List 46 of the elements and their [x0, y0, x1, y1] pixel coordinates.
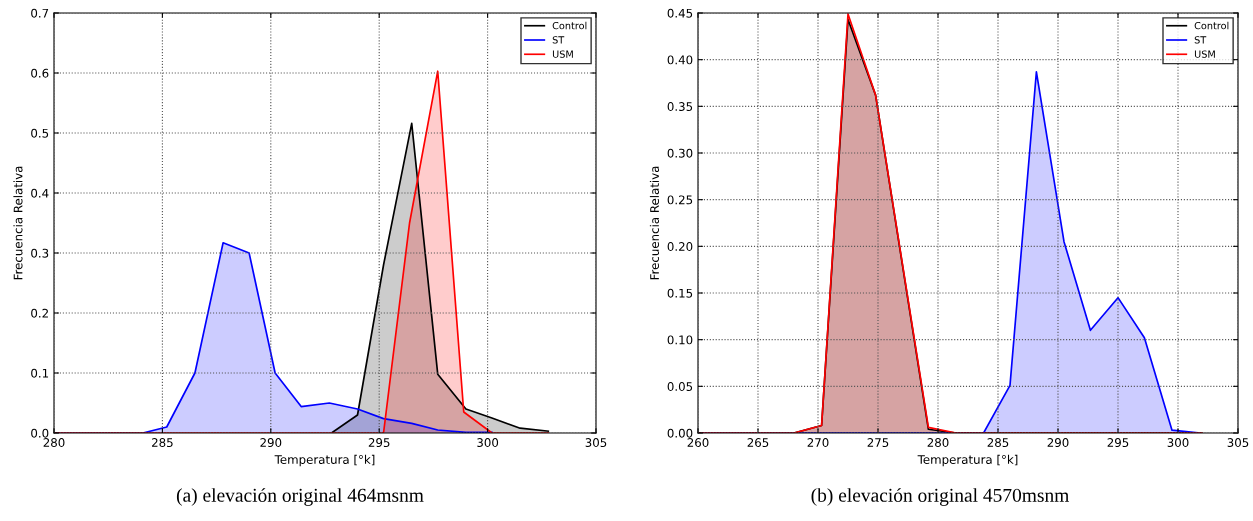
- y-tick-label: 0.45: [667, 8, 693, 18]
- y-tick-label: 0.2: [31, 308, 48, 318]
- x-tick-label: 290: [1047, 438, 1069, 447]
- y-tick-label: 0.4: [31, 188, 49, 198]
- x-tick-label: 285: [152, 438, 173, 447]
- legend-label: USM: [552, 50, 573, 58]
- x-tick-label: 260: [687, 438, 709, 447]
- y-tick-label: 0.6: [31, 68, 49, 78]
- y-tick-label: 0.00: [667, 428, 693, 438]
- x-tick-label: 290: [260, 438, 282, 447]
- x-tick-label: 280: [927, 438, 949, 447]
- y-tick-label: 0.7: [31, 8, 49, 18]
- y-tick-label: 0.3: [31, 248, 49, 258]
- legend-label: Control: [1194, 21, 1229, 30]
- y-tick-label: 0.05: [667, 382, 693, 391]
- x-tick-label: 280: [43, 438, 65, 447]
- x-tick-label: 305: [585, 438, 607, 447]
- x-tick-label: 270: [807, 438, 829, 447]
- y-tick-label: 0.15: [667, 288, 693, 298]
- y-axis-title: Frecuencia Relativa: [649, 166, 660, 280]
- y-tick-label: 0.5: [31, 128, 49, 138]
- x-tick-label: 300: [477, 438, 499, 447]
- x-tick-label: 265: [747, 438, 769, 447]
- y-tick-label: 0.10: [667, 335, 693, 345]
- x-tick-label: 300: [1167, 438, 1189, 447]
- x-axis-title: Temperatura [°k]: [917, 454, 1018, 467]
- y-tick-label: 0.0: [31, 428, 49, 438]
- legend-label: ST: [552, 36, 565, 44]
- y-tick-label: 0.40: [667, 55, 693, 65]
- legend-label: ST: [1194, 36, 1207, 44]
- text: (a) elevación original 464msnm: [176, 488, 424, 506]
- y-tick-label: 0.25: [667, 195, 693, 205]
- x-tick-label: 295: [1107, 438, 1129, 447]
- y-tick-label: 0.20: [667, 242, 693, 251]
- x-axis-title: Temperatura [°k]: [274, 454, 375, 467]
- text: (b) elevación original 4570msnm: [811, 488, 1070, 506]
- x-tick-label: 275: [867, 438, 889, 447]
- y-tick-label: 0.1: [31, 368, 49, 378]
- legend-label: Control: [552, 21, 587, 30]
- x-tick-label: 285: [987, 438, 1009, 447]
- y-tick-label: 0.35: [667, 102, 693, 111]
- legend-label: USM: [1194, 50, 1215, 58]
- x-tick-label: 295: [368, 438, 390, 447]
- x-tick-label: 305: [1227, 438, 1249, 447]
- y-tick-label: 0.30: [667, 148, 693, 158]
- y-axis-title: Frecuencia Relativa: [13, 166, 23, 280]
